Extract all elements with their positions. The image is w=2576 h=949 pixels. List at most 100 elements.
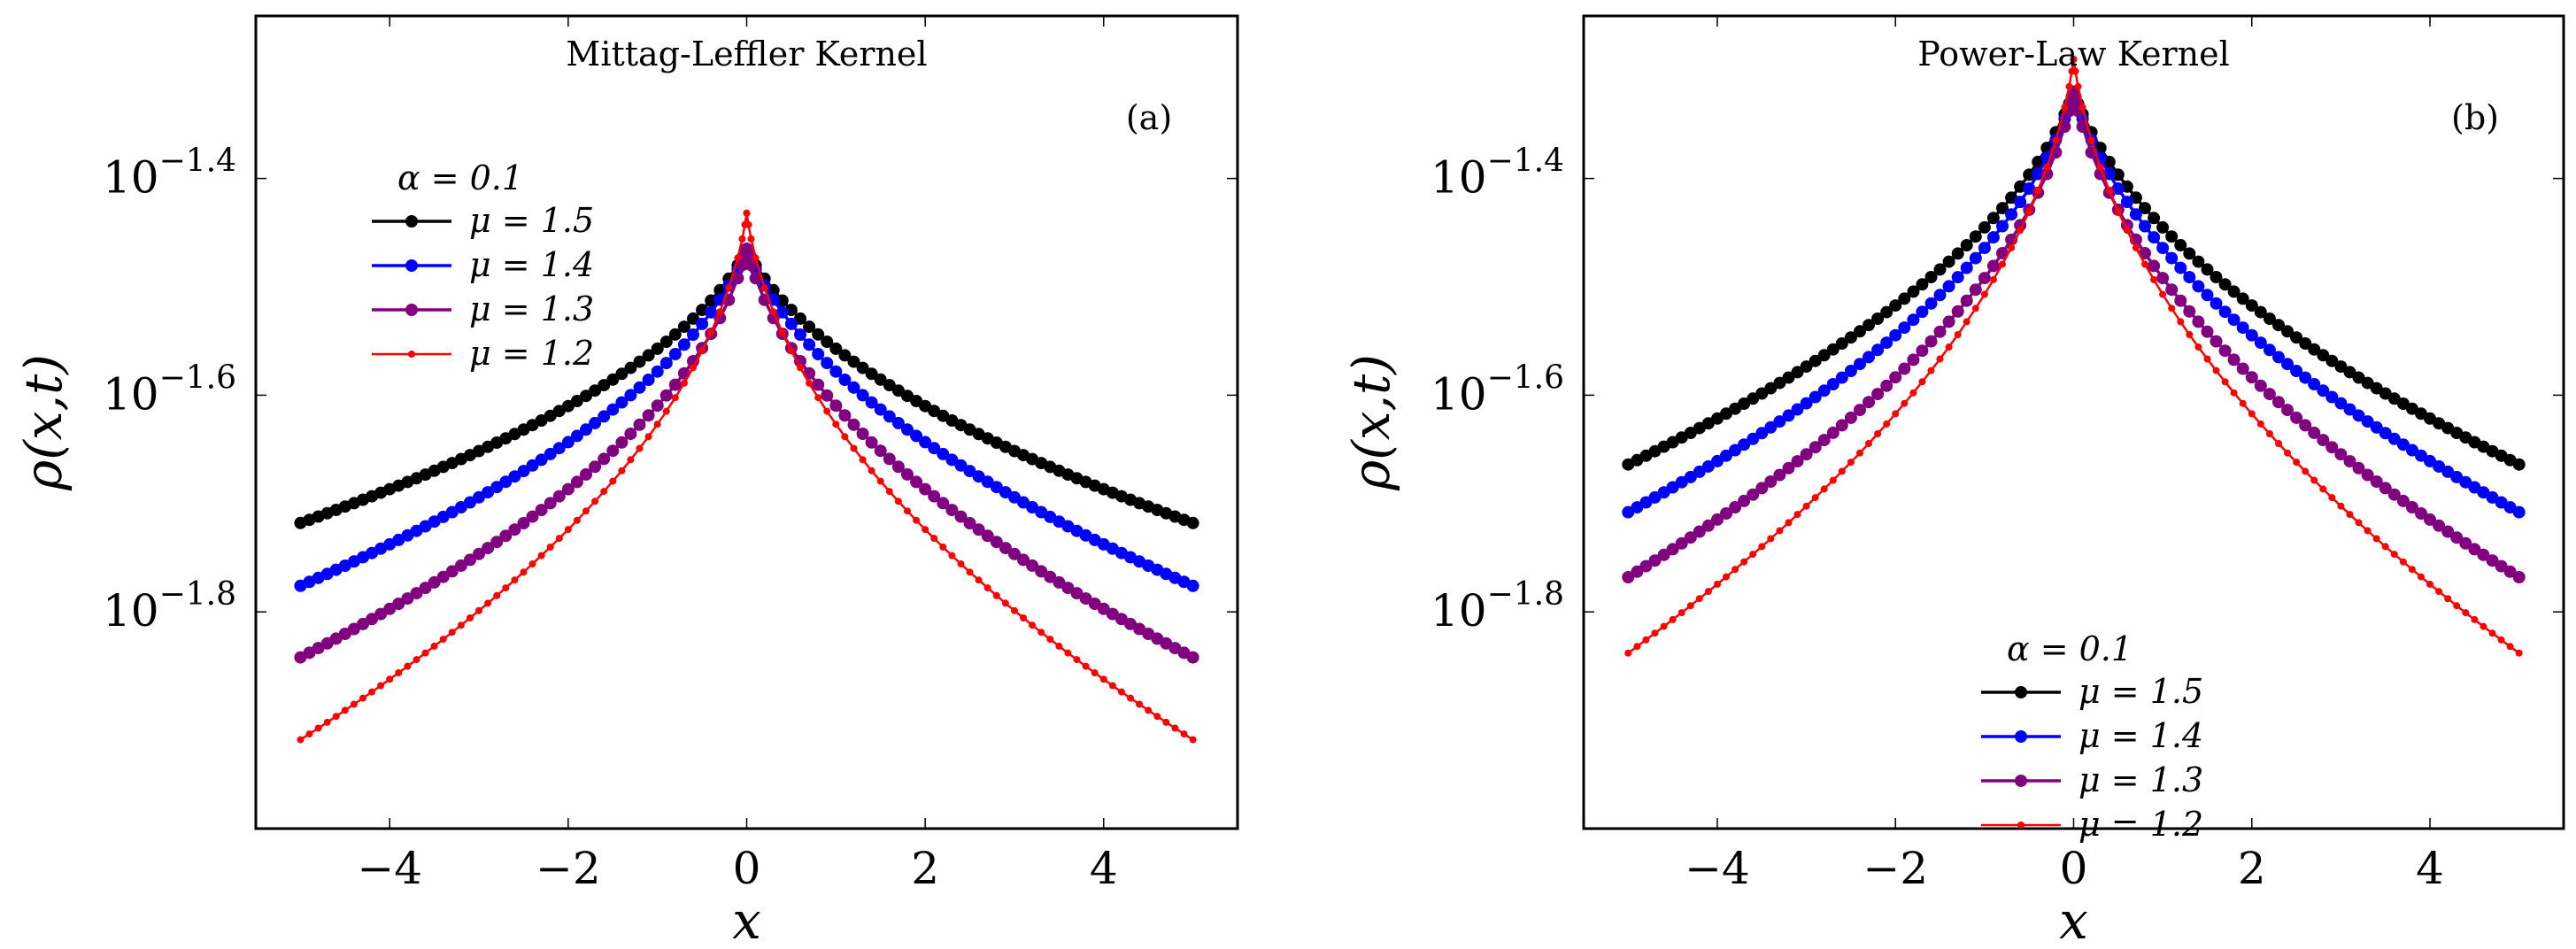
data-point <box>570 475 583 489</box>
data-point <box>2263 312 2276 325</box>
data-point <box>2352 409 2365 422</box>
data-point <box>2227 285 2241 298</box>
data-point <box>1044 570 1057 583</box>
data-point <box>2281 325 2294 338</box>
data-point <box>2317 384 2330 397</box>
y-tick-base: 10 <box>1431 152 1487 204</box>
data-point <box>2148 259 2161 273</box>
data-point <box>829 399 843 413</box>
data-point <box>580 390 592 403</box>
data-point <box>1723 573 1730 581</box>
data-point <box>2120 196 2133 209</box>
data-point <box>651 342 664 355</box>
panel-label: (b) <box>2451 98 2499 137</box>
data-point <box>1064 649 1072 657</box>
data-point <box>1651 629 1659 637</box>
data-point <box>1809 390 1822 404</box>
data-point <box>473 547 485 560</box>
data-point <box>928 490 941 503</box>
data-point <box>659 336 673 348</box>
data-point <box>1898 321 1911 335</box>
data-point <box>314 724 322 732</box>
data-point <box>598 410 611 423</box>
data-point <box>537 552 545 559</box>
data-point <box>1838 467 1846 475</box>
data-point <box>413 656 420 664</box>
data-point <box>957 560 965 567</box>
data-point <box>1817 384 1831 397</box>
data-point <box>2070 56 2078 63</box>
data-point <box>1029 621 1037 629</box>
data-point <box>1108 682 1116 690</box>
data-point <box>1996 220 2009 233</box>
data-point <box>1082 662 1090 670</box>
data-point <box>2014 196 2027 209</box>
legend-label: μ = 1.2 <box>469 334 594 373</box>
y-tick-base: 10 <box>1431 368 1487 420</box>
data-point <box>2156 272 2170 285</box>
data-point <box>651 365 664 378</box>
data-point <box>401 592 414 606</box>
data-point <box>787 347 795 355</box>
data-point <box>2141 260 2148 268</box>
data-point <box>580 467 592 481</box>
data-point <box>1186 651 1199 664</box>
legend-label: μ = 1.5 <box>2079 672 2203 711</box>
data-point <box>2043 163 2051 171</box>
data-point <box>582 507 590 515</box>
data-point <box>633 381 646 394</box>
data-point <box>1936 355 1944 363</box>
legend-marker <box>2015 775 2027 787</box>
data-point <box>2337 502 2345 510</box>
series-line <box>1627 58 2520 654</box>
data-point <box>1933 325 1947 338</box>
data-point <box>1898 292 1911 305</box>
data-point <box>2299 371 2312 384</box>
data-point <box>1145 706 1153 714</box>
data-point <box>2210 335 2223 348</box>
data-point <box>1854 325 1866 338</box>
data-point <box>1871 343 1885 357</box>
data-point <box>1782 409 1795 422</box>
data-point <box>1863 351 1875 364</box>
x-tick-label: 2 <box>911 843 939 894</box>
data-point <box>747 235 755 243</box>
data-point <box>2275 440 2282 447</box>
y-axis-label: ρ(x,t) <box>1341 354 1401 491</box>
y-tick-label: 10−1.8 <box>1431 576 1564 637</box>
legend-marker <box>405 304 418 316</box>
data-point <box>2105 187 2113 195</box>
series-line <box>299 245 1194 525</box>
legend-title: α = 0.1 <box>397 158 523 197</box>
data-point <box>1820 485 1828 493</box>
data-point <box>2334 448 2348 461</box>
data-point <box>859 456 867 464</box>
data-point <box>794 355 806 367</box>
data-point <box>1633 643 1641 651</box>
data-point <box>725 284 733 292</box>
data-point <box>1117 688 1125 696</box>
data-point <box>482 542 495 555</box>
data-point <box>2236 292 2249 305</box>
data-point <box>1909 389 1917 397</box>
data-point <box>2254 336 2267 350</box>
data-point <box>983 584 991 592</box>
data-point <box>2468 543 2481 556</box>
data-point <box>2132 243 2140 251</box>
data-point <box>2052 136 2060 144</box>
data-point <box>2486 554 2499 567</box>
data-point <box>1854 404 1866 417</box>
data-point <box>2248 410 2256 418</box>
data-point <box>2148 212 2161 225</box>
data-point <box>2424 513 2436 526</box>
data-point <box>677 338 690 351</box>
data-point <box>731 272 744 285</box>
data-point <box>1046 636 1054 644</box>
data-point <box>2379 427 2392 440</box>
series-layer <box>294 209 1199 744</box>
data-point <box>1811 494 1819 502</box>
data-point <box>1817 434 1831 447</box>
data-point <box>2512 458 2526 471</box>
data-point <box>544 447 557 460</box>
data-point <box>511 576 519 584</box>
